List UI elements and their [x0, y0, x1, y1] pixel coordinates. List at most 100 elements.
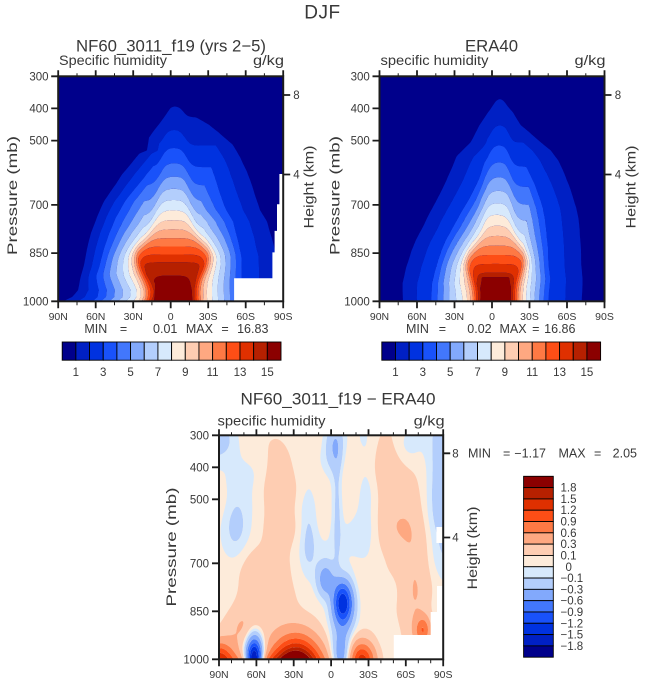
svg-text:90N: 90N	[370, 311, 389, 323]
svg-text:specific humidity: specific humidity	[381, 53, 489, 68]
svg-text:400: 400	[29, 103, 48, 115]
svg-text:500: 500	[190, 494, 209, 506]
svg-text:0: 0	[328, 669, 334, 681]
svg-text:13: 13	[553, 367, 566, 379]
svg-text:=: =	[503, 446, 510, 460]
svg-text:850: 850	[29, 248, 48, 260]
svg-text:MAX: MAX	[559, 446, 587, 460]
svg-text:500: 500	[29, 136, 48, 148]
svg-text:=: =	[221, 322, 228, 336]
svg-text:MAX: MAX	[499, 322, 527, 336]
svg-text:60N: 60N	[86, 311, 105, 323]
svg-text:0.1: 0.1	[561, 550, 577, 562]
svg-text:1: 1	[73, 367, 79, 379]
svg-text:300: 300	[29, 71, 48, 83]
svg-text:15: 15	[581, 367, 594, 379]
svg-text:=: =	[439, 322, 446, 336]
svg-text:0.3: 0.3	[561, 539, 577, 551]
svg-text:90S: 90S	[434, 669, 453, 681]
svg-text:=: =	[532, 322, 539, 336]
svg-text:g/kg: g/kg	[414, 414, 445, 429]
svg-text:60N: 60N	[247, 669, 266, 681]
svg-text:400: 400	[351, 103, 370, 115]
svg-text:1.8: 1.8	[561, 483, 577, 495]
svg-text:Height (km): Height (km)	[623, 146, 639, 229]
svg-text:90N: 90N	[209, 669, 228, 681]
svg-text:60S: 60S	[558, 311, 577, 323]
svg-text:90N: 90N	[49, 311, 68, 323]
svg-text:16.83: 16.83	[237, 322, 268, 336]
svg-text:30S: 30S	[520, 311, 539, 323]
svg-text:8: 8	[615, 90, 621, 102]
svg-text:Height (km): Height (km)	[301, 146, 317, 229]
svg-text:30S: 30S	[359, 669, 378, 681]
svg-text:9: 9	[182, 367, 188, 379]
svg-text:300: 300	[351, 71, 370, 83]
svg-text:8: 8	[293, 90, 299, 102]
svg-text:60N: 60N	[407, 311, 426, 323]
svg-text:4: 4	[293, 170, 300, 182]
svg-text:Specific humidity: Specific humidity	[59, 53, 167, 68]
svg-text:specific humidity: specific humidity	[218, 414, 326, 429]
svg-text:1.5: 1.5	[561, 494, 577, 506]
svg-text:11: 11	[207, 367, 219, 379]
svg-text:30N: 30N	[124, 311, 143, 323]
svg-text:90S: 90S	[595, 311, 614, 323]
svg-text:=: =	[120, 322, 127, 336]
svg-text:3: 3	[420, 367, 426, 379]
svg-text:g/kg: g/kg	[253, 53, 284, 68]
svg-text:4: 4	[452, 533, 459, 545]
svg-text:16.86: 16.86	[544, 322, 575, 336]
svg-text:Pressure (mb): Pressure (mb)	[4, 136, 20, 255]
svg-text:MIN: MIN	[468, 446, 491, 460]
svg-text:0.02: 0.02	[467, 322, 491, 336]
svg-text:−0.9: −0.9	[561, 607, 584, 619]
svg-text:300: 300	[190, 430, 209, 442]
svg-text:15: 15	[261, 367, 274, 379]
svg-text:−0.6: −0.6	[561, 596, 584, 608]
svg-text:5: 5	[447, 367, 453, 379]
svg-text:30N: 30N	[445, 311, 464, 323]
svg-text:1: 1	[392, 367, 398, 379]
svg-text:DJF: DJF	[304, 3, 340, 24]
svg-text:=: =	[594, 446, 601, 460]
svg-text:60S: 60S	[396, 669, 415, 681]
svg-text:30N: 30N	[284, 669, 303, 681]
svg-text:0: 0	[566, 562, 572, 574]
svg-text:1000: 1000	[23, 296, 49, 308]
svg-text:1.2: 1.2	[561, 505, 577, 517]
svg-text:0.9: 0.9	[561, 517, 577, 529]
svg-text:2.05: 2.05	[613, 446, 637, 460]
svg-text:NF60_3011_f19 − ERA40: NF60_3011_f19 − ERA40	[241, 390, 436, 408]
svg-text:−0.3: −0.3	[561, 584, 584, 596]
svg-text:MIN: MIN	[84, 322, 107, 336]
svg-text:700: 700	[190, 558, 209, 570]
svg-text:7: 7	[155, 367, 161, 379]
svg-text:−0.1: −0.1	[561, 573, 584, 585]
svg-text:0: 0	[168, 311, 174, 323]
svg-text:400: 400	[190, 462, 209, 474]
svg-text:700: 700	[29, 200, 48, 212]
svg-text:MIN: MIN	[406, 322, 429, 336]
svg-text:4: 4	[615, 170, 622, 182]
svg-text:3: 3	[100, 367, 106, 379]
svg-text:5: 5	[127, 367, 133, 379]
svg-text:1000: 1000	[183, 654, 209, 666]
svg-text:9: 9	[502, 367, 508, 379]
svg-text:0.01: 0.01	[153, 322, 177, 336]
svg-text:−1.2: −1.2	[561, 618, 584, 630]
svg-text:7: 7	[474, 367, 480, 379]
svg-text:90S: 90S	[274, 311, 293, 323]
svg-text:Pressure (mb): Pressure (mb)	[327, 136, 343, 255]
svg-text:ERA40: ERA40	[465, 38, 518, 56]
svg-text:−1.17: −1.17	[514, 446, 546, 460]
svg-text:11: 11	[526, 367, 538, 379]
svg-text:0.6: 0.6	[561, 528, 577, 540]
svg-text:8: 8	[452, 448, 458, 460]
svg-text:−1.8: −1.8	[561, 641, 584, 653]
svg-text:60S: 60S	[236, 311, 255, 323]
svg-text:500: 500	[351, 136, 370, 148]
svg-text:850: 850	[351, 248, 370, 260]
svg-text:13: 13	[234, 367, 247, 379]
svg-text:850: 850	[190, 606, 209, 618]
